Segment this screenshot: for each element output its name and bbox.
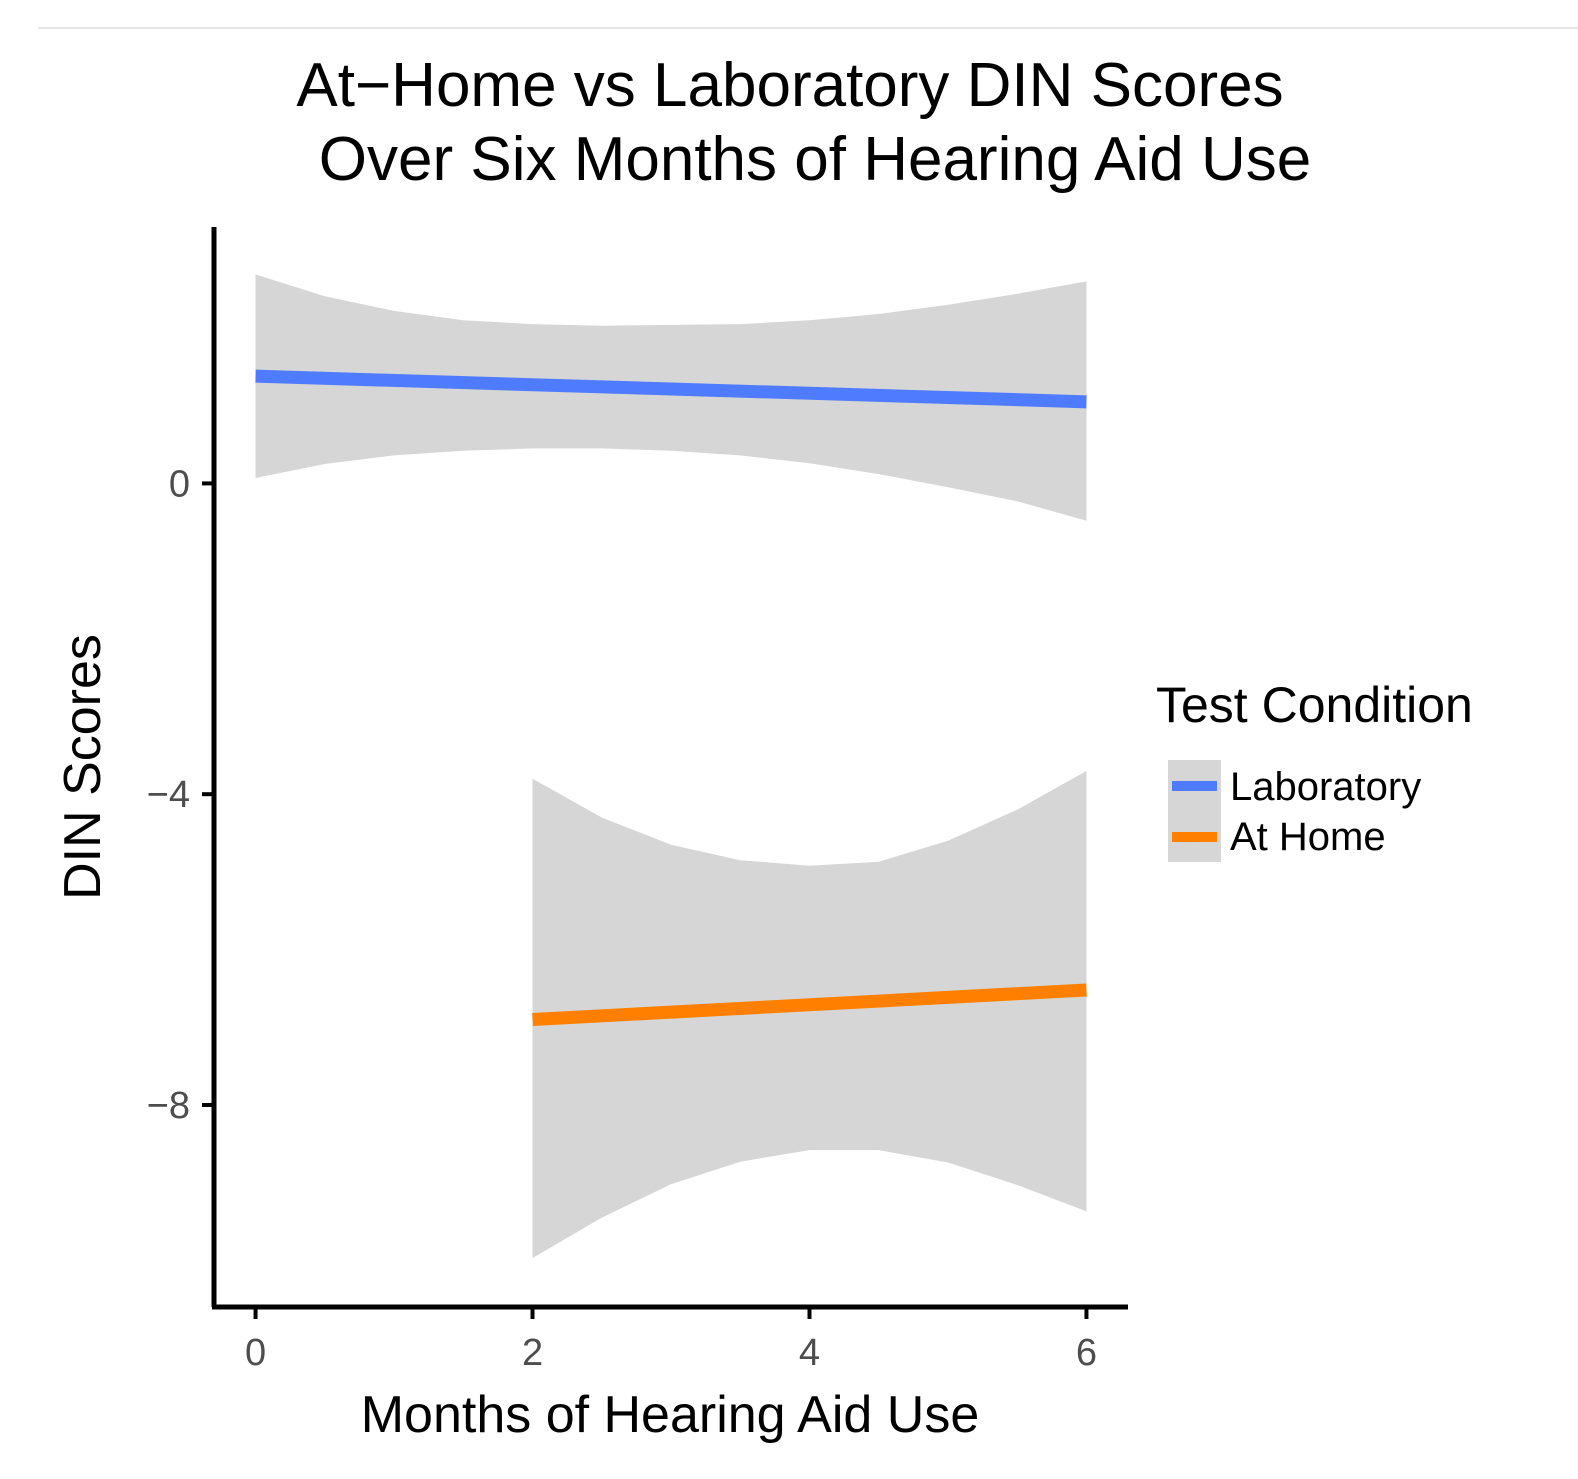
x-tick-label: 6 [1076,1332,1097,1374]
y-axis-title: DIN Scores [54,634,112,900]
legend-label-at-home: At Home [1230,815,1386,859]
y-tick-label: −4 [147,774,190,816]
trend-lines [255,369,1087,1027]
chart-title-line-2: Over Six Months of Hearing Aid Use [319,125,1311,194]
y-tick-label: 0 [169,463,190,505]
legend: Test Condition Laboratory At Home [1156,677,1473,862]
confidence-bands [255,274,1087,1259]
x-tick-label: 4 [799,1332,820,1374]
chart-title-line-1: At−Home vs Laboratory DIN Scores [296,51,1283,120]
trend-line-laboratory [255,369,1087,409]
y-tick-label: −8 [147,1085,190,1127]
x-tick-label: 2 [522,1332,543,1374]
legend-title: Test Condition [1156,677,1473,733]
legend-label-laboratory: Laboratory [1230,765,1421,809]
confidence-band-at-home [532,770,1087,1259]
confidence-band-laboratory [255,274,1087,521]
x-tick-label: 0 [245,1332,266,1374]
x-axis-ticks: 0 2 4 6 [245,1307,1097,1374]
y-axis-ticks: 0 −4 −8 [147,463,214,1127]
x-axis-title: Months of Hearing Aid Use [361,1386,980,1444]
trend-line-at-home [532,983,1087,1027]
